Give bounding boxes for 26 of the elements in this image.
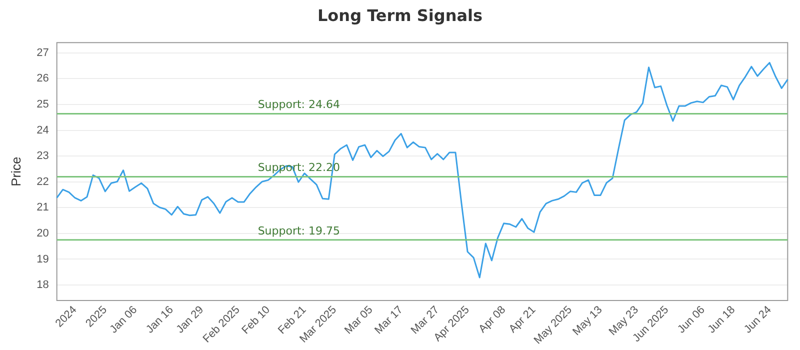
x-tick-label: May 13 [570,304,605,338]
y-axis-title: Price [8,156,24,186]
y-tick-label: 19 [36,253,49,266]
y-tick-label: 26 [36,72,49,85]
x-tick-label: Jun 18 [706,304,738,336]
x-tick-label: Apr 21 [506,304,538,336]
y-tick-label: 18 [36,279,49,292]
y-tick-label: 25 [36,98,49,111]
y-tick-label: 22 [36,176,49,188]
x-tick-label: Mar 17 [372,304,406,337]
ref-line-label: Support: 19.75 [258,224,340,238]
x-tick-label: Apr 08 [476,304,508,336]
y-tick-label: 27 [36,46,49,59]
y-tick-label: 21 [36,202,49,214]
x-tick-label: Jun 24 [742,304,774,336]
x-tick-label: Jun 06 [676,304,708,336]
chart-title: Long Term Signals [316,6,484,27]
y-tick-label: 20 [36,227,49,240]
x-tick-label: Jan 29 [174,304,206,336]
x-tick-label: Mar 05 [342,304,376,337]
x-tick-label: Feb 10 [240,304,272,337]
y-tick-label: 23 [36,150,49,162]
x-tick-label: Jan 06 [108,304,140,336]
ref-line-label: Support: 24.64 [258,98,340,112]
x-tick-label: Jan 16 [144,304,176,336]
y-tick-label: 24 [36,124,49,136]
